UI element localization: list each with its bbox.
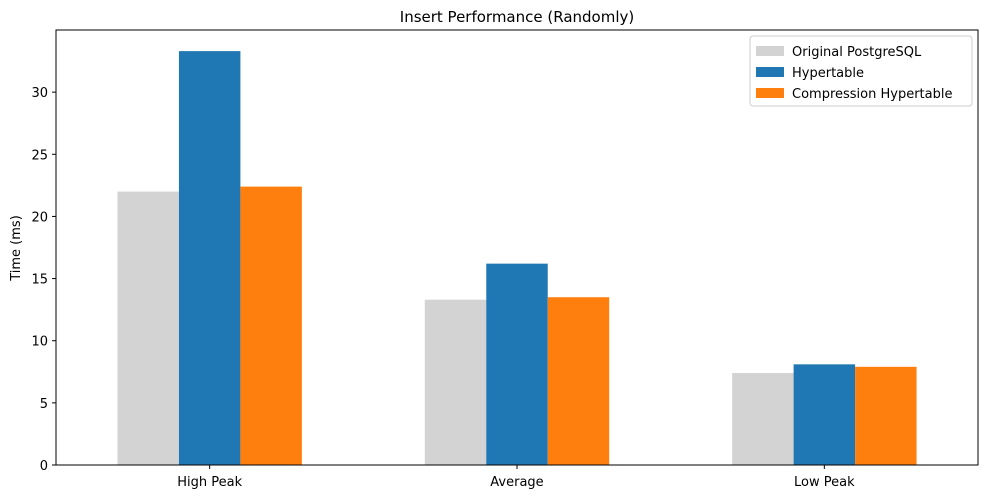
legend: Original PostgreSQL Hypertable Compression… (749, 35, 973, 107)
bar-2-2 (486, 263, 548, 465)
bar-3-1 (240, 186, 302, 465)
y-tick-label: 5 (40, 397, 48, 412)
bar-1-3 (732, 373, 794, 465)
bar-2-3 (793, 364, 856, 465)
bars-group (117, 51, 917, 466)
chart-title: Insert Performance (Randomly) (400, 8, 634, 26)
bar-3-3 (855, 366, 917, 465)
y-axis-label: Time (ms) (9, 215, 24, 282)
x-tick-label: Average (490, 475, 543, 490)
legend-label: Original PostgreSQL (792, 45, 922, 60)
legend-label: Hypertable (792, 66, 864, 81)
x-tick-label: High Peak (177, 475, 242, 490)
bar-2-1 (178, 51, 241, 465)
axes-group: 0 5 10 15 20 25 30 High Peak Average Low Peak (31, 29, 979, 490)
legend-swatch (756, 88, 784, 98)
bar-1-1 (117, 191, 179, 466)
legend-swatch (756, 67, 784, 77)
y-tick-label: 20 (31, 210, 48, 225)
legend-swatch (756, 46, 784, 56)
y-tick-label: 30 (31, 86, 48, 101)
y-tick-label: 15 (31, 273, 48, 288)
y-tick-label: 10 (31, 335, 48, 350)
bar-1-2 (424, 299, 487, 465)
bar-3-2 (547, 297, 610, 465)
y-tick-label: 0 (40, 459, 48, 474)
legend-frame (749, 35, 973, 107)
x-tick-label: Low Peak (794, 475, 855, 490)
y-tick-label: 25 (31, 148, 48, 163)
legend-label: Compression Hypertable (792, 87, 952, 102)
